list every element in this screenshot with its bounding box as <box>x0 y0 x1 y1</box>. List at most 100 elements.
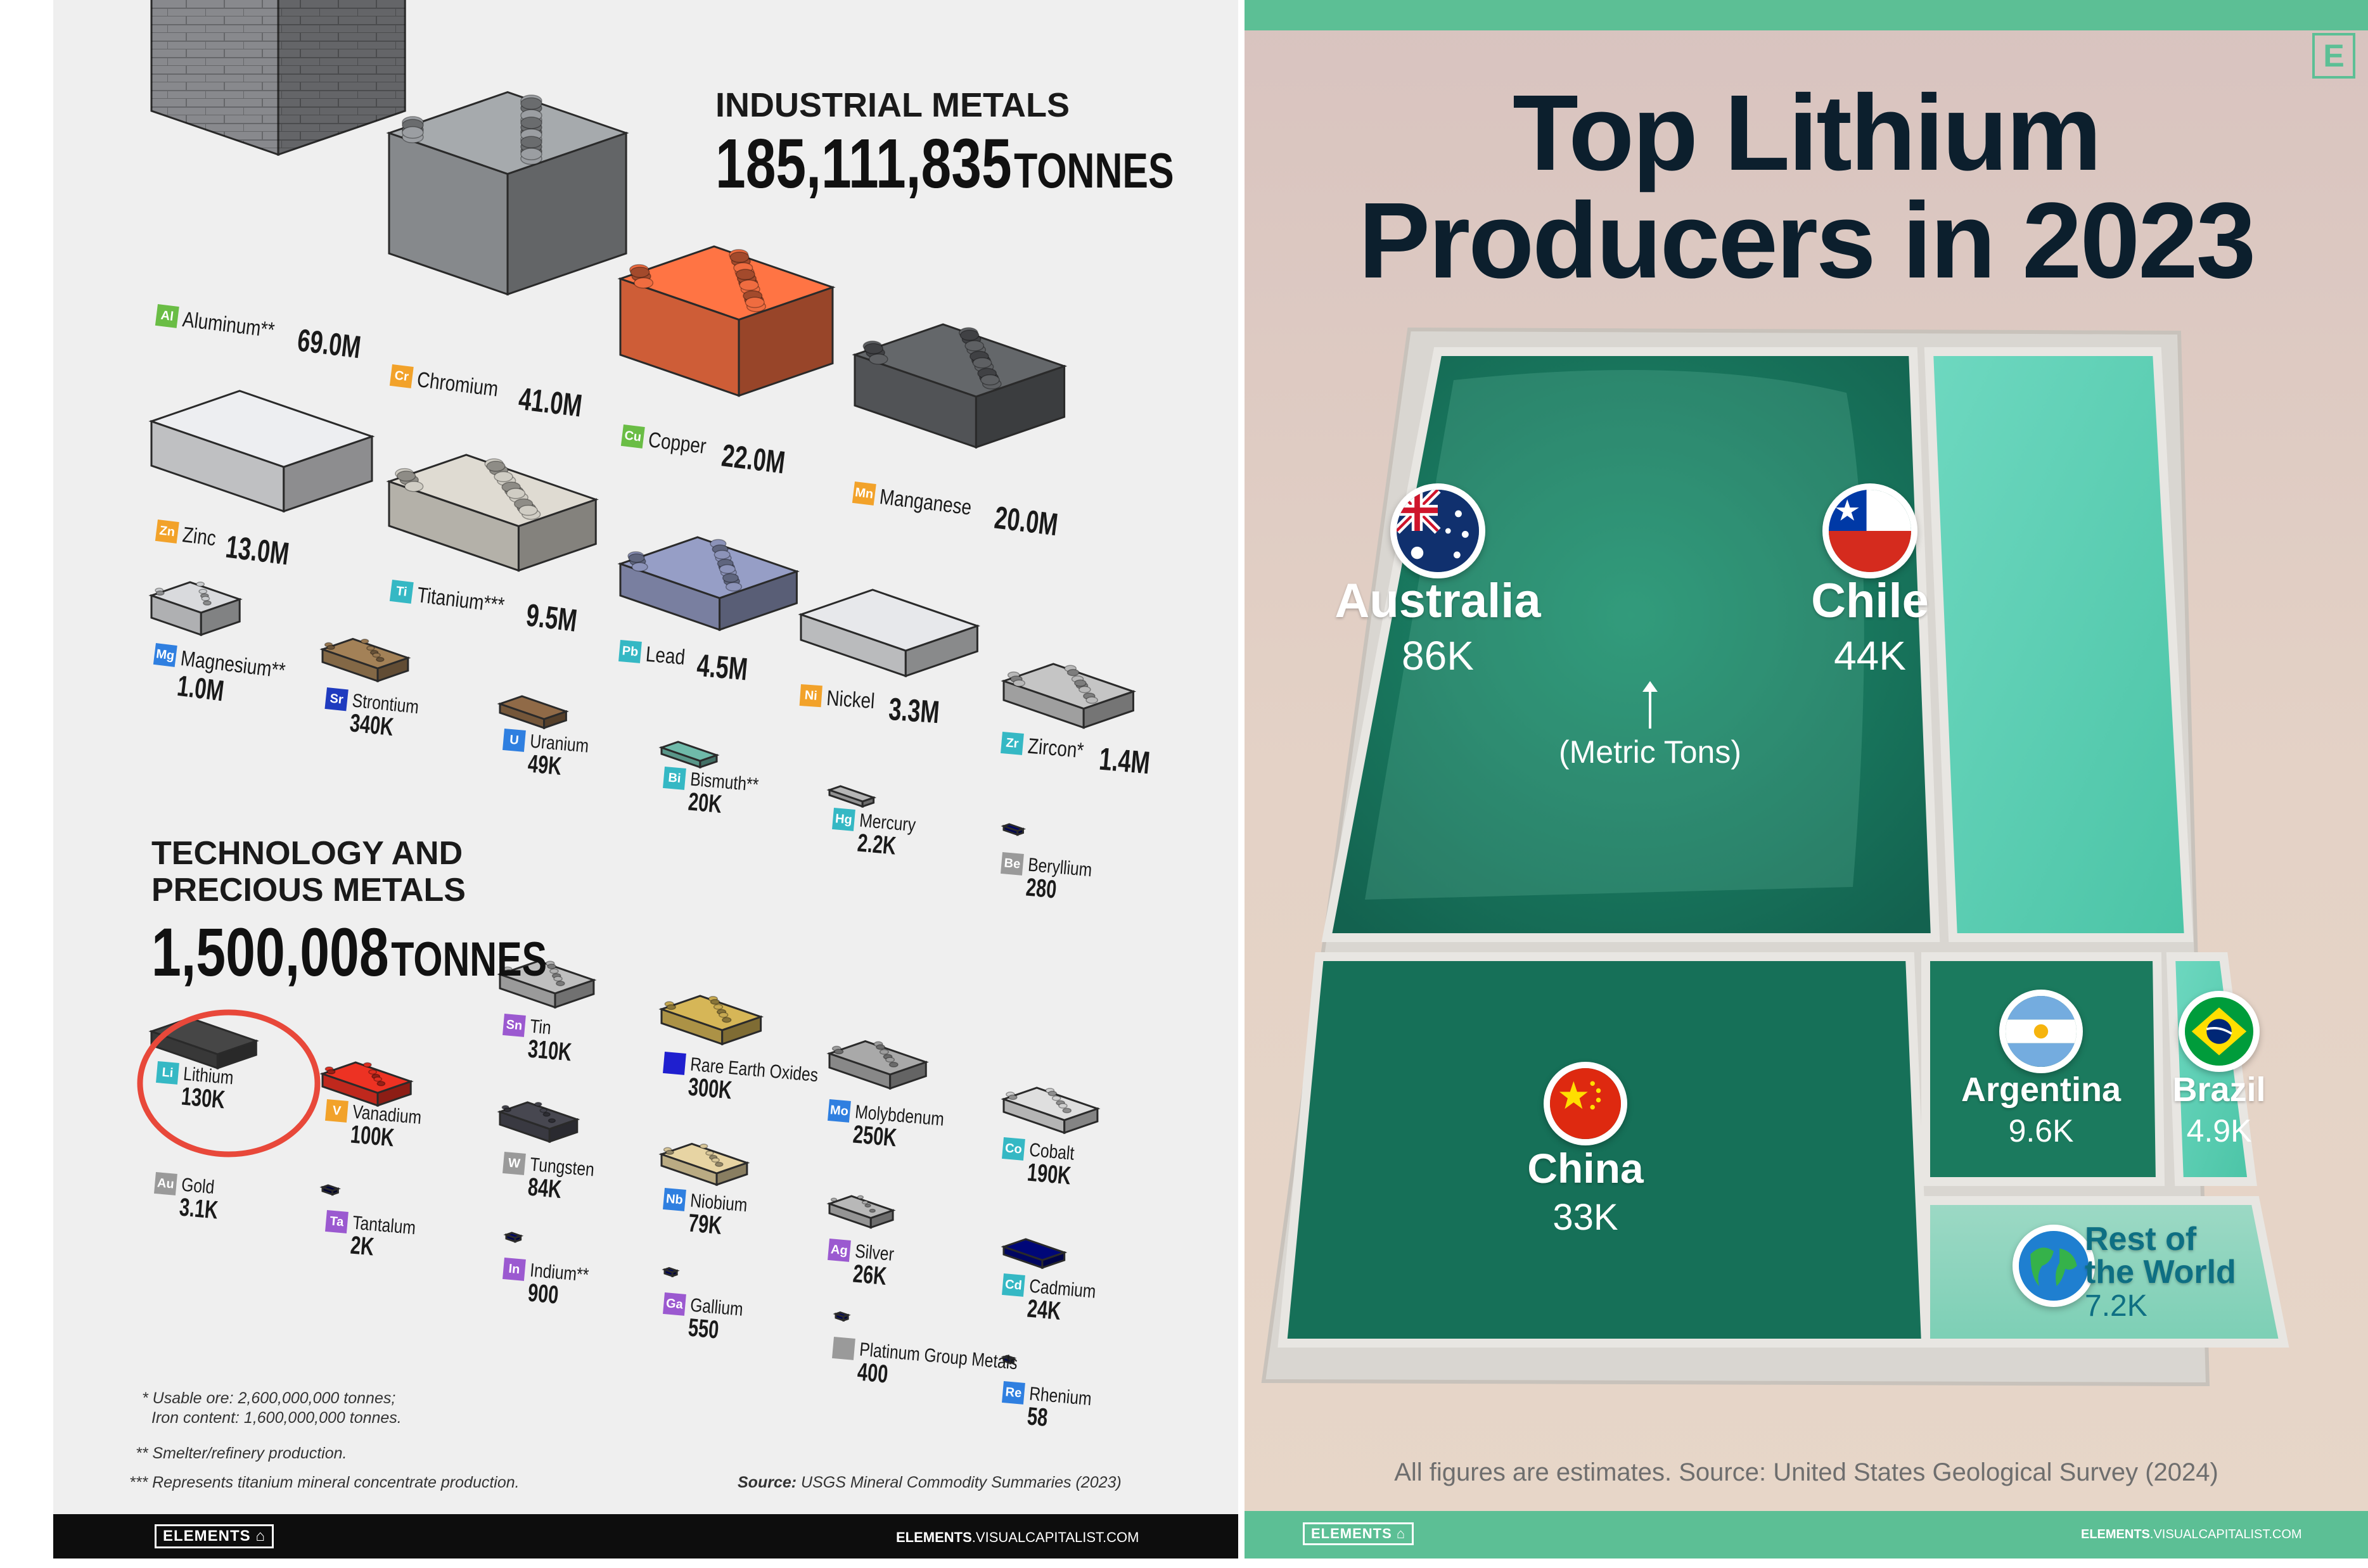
top-accent-bar <box>1245 0 2368 30</box>
metal-value: 100K <box>349 1120 395 1152</box>
industrial-total-unit: TONNES <box>1014 143 1174 198</box>
element-symbol-badge: Bi <box>663 767 686 790</box>
metal-block <box>662 1267 680 1278</box>
tech-metals-total: 1,500,008 TONNES <box>151 912 547 991</box>
metal-block <box>1001 1238 1068 1270</box>
metal-value: 41.0M <box>516 380 584 424</box>
metal-value: 3.3M <box>887 691 941 730</box>
element-symbol-badge: Pb <box>618 640 642 663</box>
metal-value: 49K <box>527 749 563 781</box>
metal-block <box>833 1311 851 1322</box>
country-value: 33K <box>1552 1197 1618 1238</box>
metal-label-hg: Hg Mercury 2.2K <box>829 808 928 864</box>
tech-title-line1: TECHNOLOGY AND <box>151 835 463 872</box>
metal-value: 3.1K <box>178 1193 219 1225</box>
element-symbol-badge: Be <box>1001 852 1024 876</box>
metal-label-in: In Indium** 900 <box>500 1258 602 1313</box>
site-url-green[interactable]: ELEMENTS.VISUALCAPITALIST.COM <box>2081 1527 2302 1542</box>
footer-bar-green: ELEMENTS ⌂ ELEMENTS.VISUALCAPITALIST.COM <box>1245 1511 2368 1558</box>
country-name: China <box>1527 1145 1644 1192</box>
source-note: Source: USGS Mineral Commodity Summaries… <box>738 1474 1122 1492</box>
metal-value: 4.5M <box>695 647 749 687</box>
element-symbol-badge: Sr <box>324 687 349 711</box>
metal-block <box>319 1061 414 1107</box>
metal-label-co: Co Cobalt 190K <box>999 1137 1091 1192</box>
metal-label-sn: Sn Tin 310K <box>500 1014 591 1069</box>
metal-block <box>798 589 981 678</box>
metals-infographic: INDUSTRIAL METALS 185,111,835 TONNES TEC… <box>53 0 1238 1558</box>
site-url[interactable]: ELEMENTS.VISUALCAPITALIST.COM <box>896 1529 1139 1546</box>
elements-logo-text: ELEMENTS <box>163 1527 251 1545</box>
elements-logo-green: ELEMENTS ⌂ <box>1303 1522 1414 1545</box>
salt-flat-ponds <box>1245 0 2368 1558</box>
metal-value: 22.0M <box>719 437 787 481</box>
footer-bar: ELEMENTS ⌂ ELEMENTS.VISUALCAPITALIST.COM <box>53 1514 1238 1558</box>
metal-label-ag: Ag Silver 26K <box>825 1239 903 1292</box>
footnote-2: Iron content: 1,600,000,000 tonnes. <box>151 1409 402 1427</box>
element-symbol-badge: Ti <box>389 580 414 604</box>
metal-block <box>150 0 406 156</box>
element-symbol-badge: Re <box>1002 1381 1025 1405</box>
site-url-rest: .VISUALCAPITALIST.COM <box>971 1529 1139 1545</box>
treemap-cell-rest-of-world <box>1921 1196 2289 1348</box>
metal-block <box>148 581 243 637</box>
metal-label-nb: Nb Niobium 79K <box>660 1188 760 1244</box>
elements-logo: ELEMENTS ⌂ <box>155 1524 274 1548</box>
metal-value: 69.0M <box>295 322 363 366</box>
country-value: 86K <box>1402 633 1474 679</box>
country-label: Chile 44K <box>1811 575 1929 679</box>
metal-value: 190K <box>1026 1158 1072 1190</box>
treemap-cell-chile <box>1924 347 2194 942</box>
element-symbol-badge <box>832 1337 855 1360</box>
country-name: Brazil <box>2172 1071 2266 1109</box>
metal-label-li: Li Lithium 130K <box>153 1061 245 1116</box>
element-symbol-badge: Zr <box>1001 732 1024 755</box>
metal-label-be: Be Beryllium 280 <box>998 852 1106 908</box>
industrial-metals-title: INDUSTRIAL METALS <box>715 86 1070 124</box>
site-url-green-bold: ELEMENTS <box>2081 1527 2150 1541</box>
element-symbol-badge: U <box>502 729 526 752</box>
source-text: USGS Mineral Commodity Summaries (2023) <box>801 1474 1122 1491</box>
corner-logo: E <box>2312 33 2355 79</box>
title-line2: Producers in 2023 <box>1358 181 2256 301</box>
lithium-highlight-circle <box>137 1009 321 1157</box>
unit-note: (Metric Tons) <box>1558 734 1742 770</box>
country-value: 9.6K <box>2008 1113 2074 1149</box>
element-symbol-badge <box>663 1052 686 1075</box>
metal-block <box>386 454 599 572</box>
metal-block <box>658 995 764 1046</box>
brazil-flag <box>2179 991 2260 1072</box>
metal-value: 20K <box>687 787 723 819</box>
metal-value: 13.0M <box>224 528 291 572</box>
source-footnote: All figures are estimates. Source: Unite… <box>1394 1458 2218 1486</box>
metal-name: Zircon* <box>1027 734 1085 763</box>
metal-label-ga: Ga Gallium 550 <box>660 1292 755 1348</box>
metal-label-ta: Ta Tantalum 2K <box>323 1210 430 1266</box>
metal-value: 26K <box>852 1259 888 1291</box>
metal-value: 2K <box>349 1231 375 1261</box>
element-symbol-badge: Nb <box>663 1188 686 1211</box>
metal-block <box>497 960 597 1009</box>
metal-block <box>617 245 836 397</box>
metal-block <box>319 1184 341 1196</box>
metal-label-v: V Vanadium 100K <box>323 1099 437 1156</box>
metal-value: 58 <box>1026 1402 1049 1432</box>
element-symbol-badge: In <box>502 1258 526 1281</box>
metal-value: 84K <box>527 1173 563 1204</box>
lithium-infographic: E Top Lithium Producers in 2023 Australi… <box>1245 0 2368 1558</box>
country-name: Chile <box>1811 574 1929 628</box>
country-label: Australia 86K <box>1334 575 1540 679</box>
metal-label-cd: Cd Cadmium 24K <box>999 1273 1111 1330</box>
metal-block <box>658 1142 750 1187</box>
tech-metals-title: TECHNOLOGY AND PRECIOUS METALS <box>151 835 466 908</box>
source-label: Source: <box>738 1474 797 1491</box>
tech-total-value: 1,500,008 <box>151 914 389 990</box>
chile-flag <box>1822 483 1917 578</box>
element-symbol-badge: Cu <box>620 424 645 449</box>
element-symbol-badge: Li <box>156 1061 179 1085</box>
element-symbol-badge: Cr <box>389 364 414 388</box>
element-symbol-badge: Ag <box>828 1239 851 1262</box>
element-symbol-badge: Ta <box>325 1210 349 1233</box>
element-symbol-badge: Mo <box>828 1099 851 1123</box>
footnote-4: *** Represents titanium mineral concentr… <box>129 1474 520 1491</box>
